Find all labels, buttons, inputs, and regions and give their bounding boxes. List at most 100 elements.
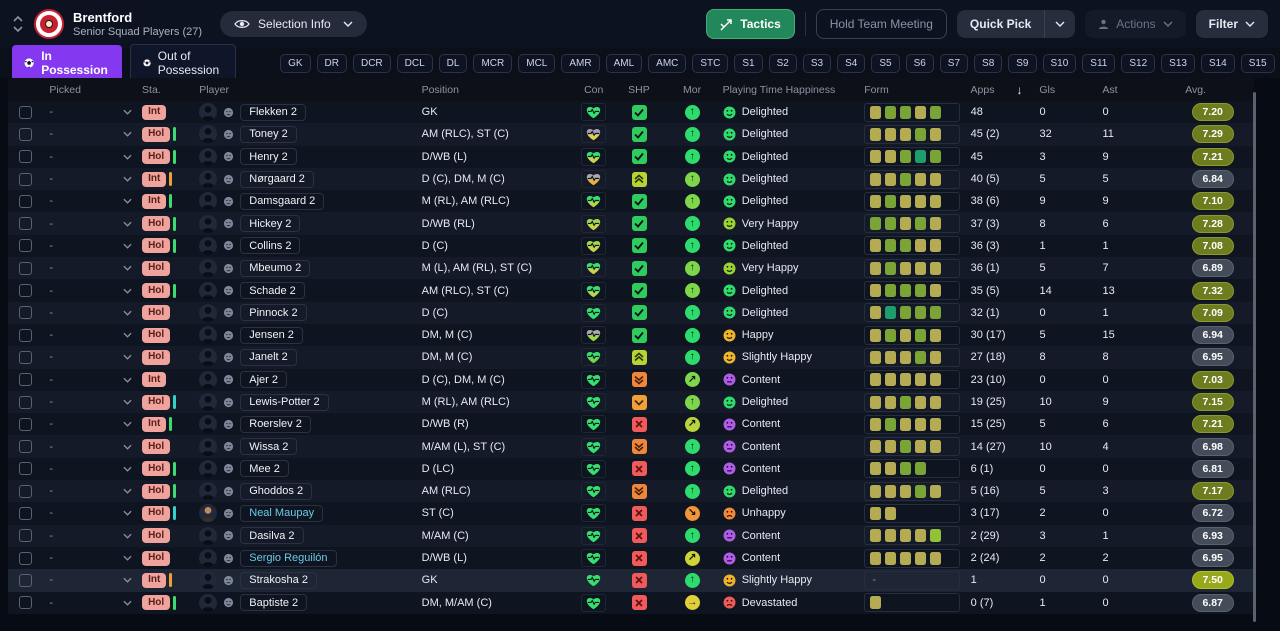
player-name[interactable]: Janelt 2 <box>240 348 297 366</box>
table-row[interactable]: - Hol Ghoddos 2 AM (RLC) ↑ Delighted 5 (16) 5 3 7… <box>8 480 1254 503</box>
table-row[interactable]: - Int Roerslev 2 D/WB (R) ↗ Content 15 (25) 5 6 7… <box>8 413 1254 436</box>
picked-dropdown[interactable]: - <box>43 569 140 591</box>
quick-pick-dropdown[interactable] <box>1045 10 1075 38</box>
picked-dropdown[interactable]: - <box>43 212 140 234</box>
player-name[interactable]: Wissa 2 <box>240 438 298 456</box>
position-chip-amc[interactable]: AMC <box>648 53 687 73</box>
position-chip-mcr[interactable]: MCR <box>473 53 513 73</box>
player-name[interactable]: Collins 2 <box>240 237 301 255</box>
player-name[interactable]: Strakosha 2 <box>240 571 317 589</box>
picked-dropdown[interactable]: - <box>43 547 140 569</box>
picked-dropdown[interactable]: - <box>43 413 140 435</box>
picked-dropdown[interactable]: - <box>43 435 140 457</box>
picked-dropdown[interactable]: - <box>43 257 140 279</box>
table-row[interactable]: - Hol Mee 2 D (LC) ↑ Content 6 (1) 0 0 6.81 <box>8 457 1254 481</box>
position-chip-dcl[interactable]: DCL <box>396 53 433 73</box>
row-checkbox[interactable] <box>19 529 33 543</box>
hold-team-meeting-button[interactable]: Hold Team Meeting <box>815 9 947 39</box>
position-chip-s3[interactable]: S3 <box>802 53 832 73</box>
picked-dropdown[interactable]: - <box>43 123 140 145</box>
picked-dropdown[interactable]: - <box>43 324 140 346</box>
player-name[interactable]: Mbeumo 2 <box>240 259 311 277</box>
row-checkbox[interactable] <box>19 350 33 364</box>
table-row[interactable]: - Hol Sergio Reguilón D/WB (L) ↗ Content 2 (24… <box>8 546 1254 570</box>
row-checkbox[interactable] <box>19 417 33 431</box>
col-position[interactable]: Position <box>421 83 459 96</box>
player-name[interactable]: Neal Maupay <box>240 504 324 522</box>
selection-info-button[interactable]: Selection Info <box>220 11 367 37</box>
player-name[interactable]: Toney 2 <box>240 125 297 143</box>
row-checkbox[interactable] <box>19 440 33 454</box>
row-checkbox[interactable] <box>19 105 33 119</box>
row-checkbox[interactable] <box>19 506 33 520</box>
position-chip-s7[interactable]: S7 <box>939 53 969 73</box>
row-checkbox[interactable] <box>19 484 33 498</box>
picked-dropdown[interactable]: - <box>43 391 140 413</box>
player-name[interactable]: Dasilva 2 <box>240 527 304 545</box>
picked-dropdown[interactable]: - <box>43 168 140 190</box>
player-name[interactable]: Damsgaard 2 <box>240 192 325 210</box>
position-chip-aml[interactable]: AML <box>605 53 643 73</box>
col-ast[interactable]: Ast <box>1102 83 1118 96</box>
table-row[interactable]: - Hol Hickey 2 D/WB (RL) ↑ Very Happy 37 (3) 8 6… <box>8 212 1254 235</box>
picked-dropdown[interactable]: - <box>43 458 140 480</box>
col-playing-time-happiness[interactable]: Playing Time Happiness <box>722 83 836 96</box>
row-checkbox[interactable] <box>19 284 33 298</box>
table-row[interactable]: - Hol Mbeumo 2 M (L), AM (RL), ST (C) ↑ Very … <box>8 257 1254 280</box>
picked-dropdown[interactable]: - <box>43 346 140 368</box>
row-checkbox[interactable] <box>19 306 33 320</box>
col-avg[interactable]: Avg. <box>1185 83 1207 96</box>
player-name[interactable]: Schade 2 <box>240 282 305 300</box>
picked-dropdown[interactable]: - <box>43 101 140 123</box>
row-checkbox[interactable] <box>19 217 33 231</box>
player-name[interactable]: Pinnock 2 <box>240 304 307 322</box>
tab-out-of-possession[interactable]: Out of Possession <box>129 44 237 82</box>
table-row[interactable]: - Hol Wissa 2 M/AM (L), ST (C) ↑ Content 14 (2… <box>8 435 1254 458</box>
table-row[interactable]: - Hol Neal Maupay ST (C) ↘ Unhappy 3 (17) 2 0 6.7… <box>8 502 1254 525</box>
position-chip-s14[interactable]: S14 <box>1200 53 1235 73</box>
player-name[interactable]: Baptiste 2 <box>240 594 308 612</box>
row-checkbox[interactable] <box>19 573 33 587</box>
row-checkbox[interactable] <box>19 395 33 409</box>
row-checkbox[interactable] <box>19 172 33 186</box>
player-name[interactable]: Nørgaard 2 <box>240 170 314 188</box>
col-sta[interactable]: Sta. <box>142 83 161 96</box>
player-name[interactable]: Lewis-Potter 2 <box>240 393 329 411</box>
picked-dropdown[interactable]: - <box>43 235 140 257</box>
filter-button[interactable]: Filter <box>1195 10 1268 38</box>
col-mor[interactable]: Mor <box>683 83 702 96</box>
position-chip-dr[interactable]: DR <box>316 53 347 73</box>
position-chip-s6[interactable]: S6 <box>905 53 934 73</box>
picked-dropdown[interactable]: - <box>43 502 140 524</box>
chevron-down-icon[interactable] <box>12 25 24 33</box>
table-row[interactable]: - Int Ajer 2 D (C), DM, M (C) ↗ Content 23 (10… <box>8 368 1254 391</box>
table-row[interactable]: - Hol Pinnock 2 D (C) ↑ Delighted 32 (1) 0 1 7.09 <box>8 301 1254 324</box>
table-row[interactable]: - Hol Collins 2 D (C) ↑ Delighted 36 (3) 1 1 7.08 <box>8 234 1254 258</box>
table-row[interactable]: - Hol Janelt 2 DM, M (C) ↑ Slightly Happy 27 (… <box>8 346 1254 369</box>
picked-dropdown[interactable]: - <box>43 592 140 614</box>
position-chip-s9[interactable]: S9 <box>1008 53 1037 73</box>
row-checkbox[interactable] <box>19 239 33 253</box>
position-chip-dl[interactable]: DL <box>438 53 468 73</box>
player-name[interactable]: Roerslev 2 <box>240 415 311 433</box>
table-row[interactable]: - Hol Henry 2 D/WB (L) ↑ Delighted 45 3 9 7.21 <box>8 145 1254 168</box>
quick-pick-action[interactable]: Quick Pick <box>969 17 1032 31</box>
position-chip-s8[interactable]: S8 <box>974 53 1003 73</box>
table-row[interactable]: - Hol Baptiste 2 DM, M/AM (C) → Devastated 0 (… <box>8 591 1254 614</box>
position-chip-s1[interactable]: S1 <box>734 53 763 73</box>
row-checkbox[interactable] <box>19 127 33 141</box>
table-row[interactable]: - Int Strakosha 2 GK ↑ Slightly Happy -1 0 0 7.50 <box>8 569 1254 592</box>
picked-dropdown[interactable]: - <box>43 190 140 212</box>
player-name[interactable]: Jensen 2 <box>240 326 303 344</box>
player-name[interactable]: Sergio Reguilón <box>240 549 337 567</box>
picked-dropdown[interactable]: - <box>43 302 140 324</box>
col-picked[interactable]: Picked <box>49 83 81 96</box>
table-row[interactable]: - Int Damsgaard 2 M (RL), AM (RLC) ↑ Delighte… <box>8 190 1254 213</box>
row-checkbox[interactable] <box>19 373 33 387</box>
picked-dropdown[interactable]: - <box>43 146 140 168</box>
table-row[interactable]: - Int Flekken 2 GK ↑ Delighted 48 0 0 7.20 <box>8 101 1254 124</box>
row-checkbox[interactable] <box>19 194 33 208</box>
row-checkbox[interactable] <box>19 462 33 476</box>
picked-dropdown[interactable]: - <box>43 369 140 391</box>
table-row[interactable]: - Hol Schade 2 AM (RLC), ST (C) ↑ Delighted 35… <box>8 279 1254 302</box>
